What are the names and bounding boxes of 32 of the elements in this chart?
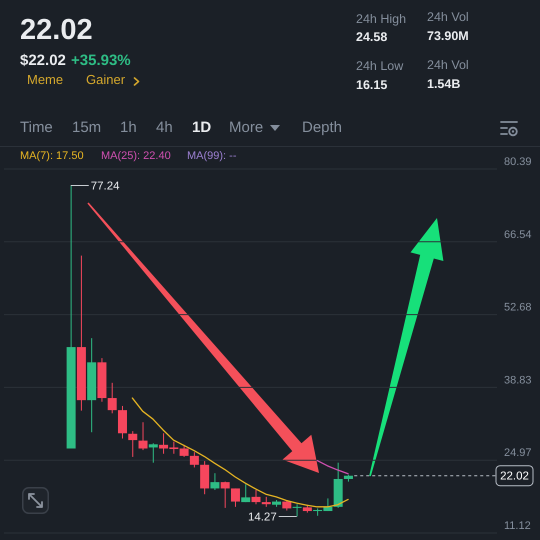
text: 24.58 bbox=[356, 30, 388, 44]
text: 1.54B bbox=[427, 77, 460, 91]
text: Meme bbox=[27, 72, 64, 87]
text: 24h Vol bbox=[427, 10, 469, 24]
text: More bbox=[229, 119, 264, 136]
y-tick-label: 11.12 bbox=[504, 520, 531, 532]
text: Depth bbox=[302, 119, 342, 136]
y-tick-label: 38.83 bbox=[504, 374, 532, 386]
y-tick-label: 66.54 bbox=[504, 228, 532, 241]
text: 24h Vol bbox=[427, 58, 469, 72]
chart-subtitle: $22.02 bbox=[20, 52, 66, 69]
annotation: 77.24 bbox=[90, 180, 120, 193]
annotation: 14.27 bbox=[248, 511, 277, 524]
text: 24h Low bbox=[356, 59, 404, 73]
ref-line-label: 22.02 bbox=[500, 470, 529, 483]
y-tick-label: 80.39 bbox=[504, 156, 532, 168]
y-tick-label: 52.68 bbox=[504, 302, 532, 314]
text: 1h bbox=[120, 119, 137, 136]
chart-title: 22.02 bbox=[20, 14, 93, 46]
text: Gainer bbox=[86, 72, 126, 87]
text: +35.93% bbox=[71, 52, 131, 69]
text: MA(7): 17.50 bbox=[20, 150, 84, 162]
text: 15m bbox=[72, 119, 102, 136]
legend-label: MA(99): -- bbox=[187, 150, 236, 162]
text: 4h bbox=[156, 119, 173, 136]
y-tick-label: 24.97 bbox=[504, 447, 532, 460]
text: 24h High bbox=[356, 12, 406, 26]
text: 1D bbox=[192, 119, 212, 136]
text: 73.90M bbox=[427, 29, 469, 43]
text: 16.15 bbox=[356, 78, 388, 92]
text: MA(25): 22.40 bbox=[101, 150, 171, 162]
text: Time bbox=[20, 119, 53, 136]
